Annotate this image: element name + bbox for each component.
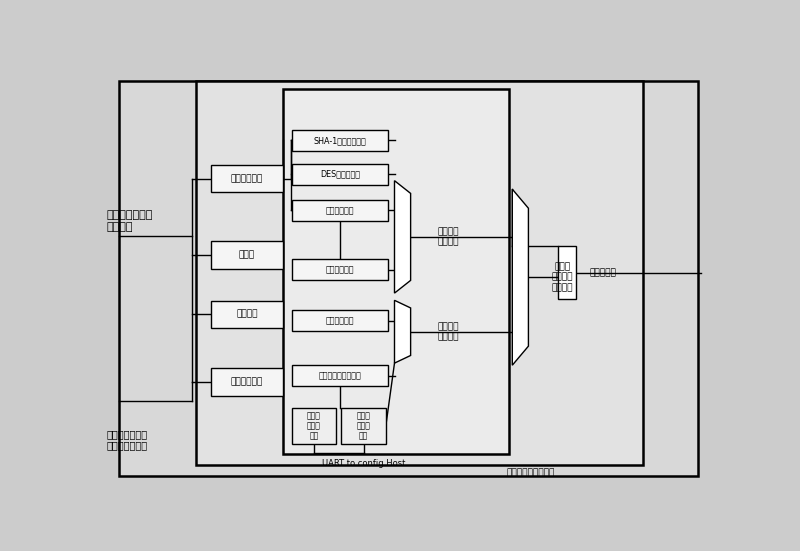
Text: UART to config Host: UART to config Host — [322, 459, 405, 468]
Text: 串行缓冲模块: 串行缓冲模块 — [231, 377, 263, 387]
Bar — [211, 369, 282, 396]
Bar — [283, 89, 509, 455]
Polygon shape — [394, 181, 410, 293]
Bar — [292, 310, 388, 331]
Text: 串并转换模块: 串并转换模块 — [326, 265, 354, 274]
Text: 程序完整性检测单元: 程序完整性检测单元 — [506, 468, 555, 477]
Text: 存储器控制器: 存储器控制器 — [326, 206, 354, 215]
Bar — [292, 200, 388, 221]
Text: 并串转换模块: 并串转换模块 — [326, 316, 354, 325]
Text: 并行缓冲模块: 并行缓冲模块 — [231, 174, 263, 183]
Text: 存储器
访问控制
多路开关: 存储器 访问控制 多路开关 — [552, 262, 574, 292]
Bar — [292, 259, 388, 280]
Bar — [211, 300, 282, 328]
Text: 嵌入式微处理器
外部时钟: 嵌入式微处理器 外部时钟 — [106, 210, 153, 232]
Bar — [211, 165, 282, 192]
Bar — [558, 246, 576, 300]
Polygon shape — [512, 189, 529, 365]
Text: 控制时钟: 控制时钟 — [236, 310, 258, 319]
Bar — [196, 81, 642, 465]
Text: 并行数据
多路开关: 并行数据 多路开关 — [437, 227, 458, 247]
Text: DES加解密模块: DES加解密模块 — [320, 170, 360, 179]
Bar — [292, 130, 388, 151]
Text: SHA-1散列计算模块: SHA-1散列计算模块 — [314, 136, 366, 145]
Text: 存储器接口: 存储器接口 — [590, 268, 616, 278]
Text: 唯一序列号生成模块: 唯一序列号生成模块 — [319, 371, 362, 380]
Text: 控制器: 控制器 — [239, 250, 255, 260]
Text: 嵌入式微处理器
静态存储器接口: 嵌入式微处理器 静态存储器接口 — [106, 429, 147, 450]
Bar — [292, 365, 388, 386]
Text: 串行数据
多路开关: 串行数据 多路开关 — [437, 322, 458, 342]
Polygon shape — [394, 300, 410, 363]
Text: 异步串
口输入
模块: 异步串 口输入 模块 — [357, 411, 370, 441]
Bar — [291, 408, 336, 444]
Text: 异步串
口输出
模块: 异步串 口输出 模块 — [307, 411, 321, 441]
Bar — [292, 164, 388, 185]
Bar — [211, 241, 282, 269]
Bar — [341, 408, 386, 444]
